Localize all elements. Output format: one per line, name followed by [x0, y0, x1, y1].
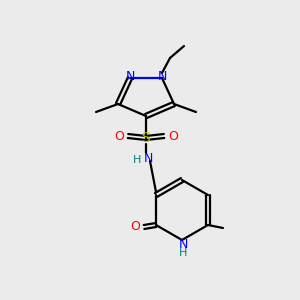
- Text: N: N: [125, 70, 135, 83]
- Text: H: H: [133, 155, 141, 165]
- Text: N: N: [157, 70, 167, 83]
- Text: H: H: [179, 248, 187, 258]
- Text: O: O: [114, 130, 124, 142]
- Text: N: N: [178, 238, 188, 250]
- Text: S: S: [142, 131, 150, 145]
- Text: O: O: [130, 220, 140, 233]
- Text: O: O: [168, 130, 178, 142]
- Text: N: N: [143, 152, 153, 164]
